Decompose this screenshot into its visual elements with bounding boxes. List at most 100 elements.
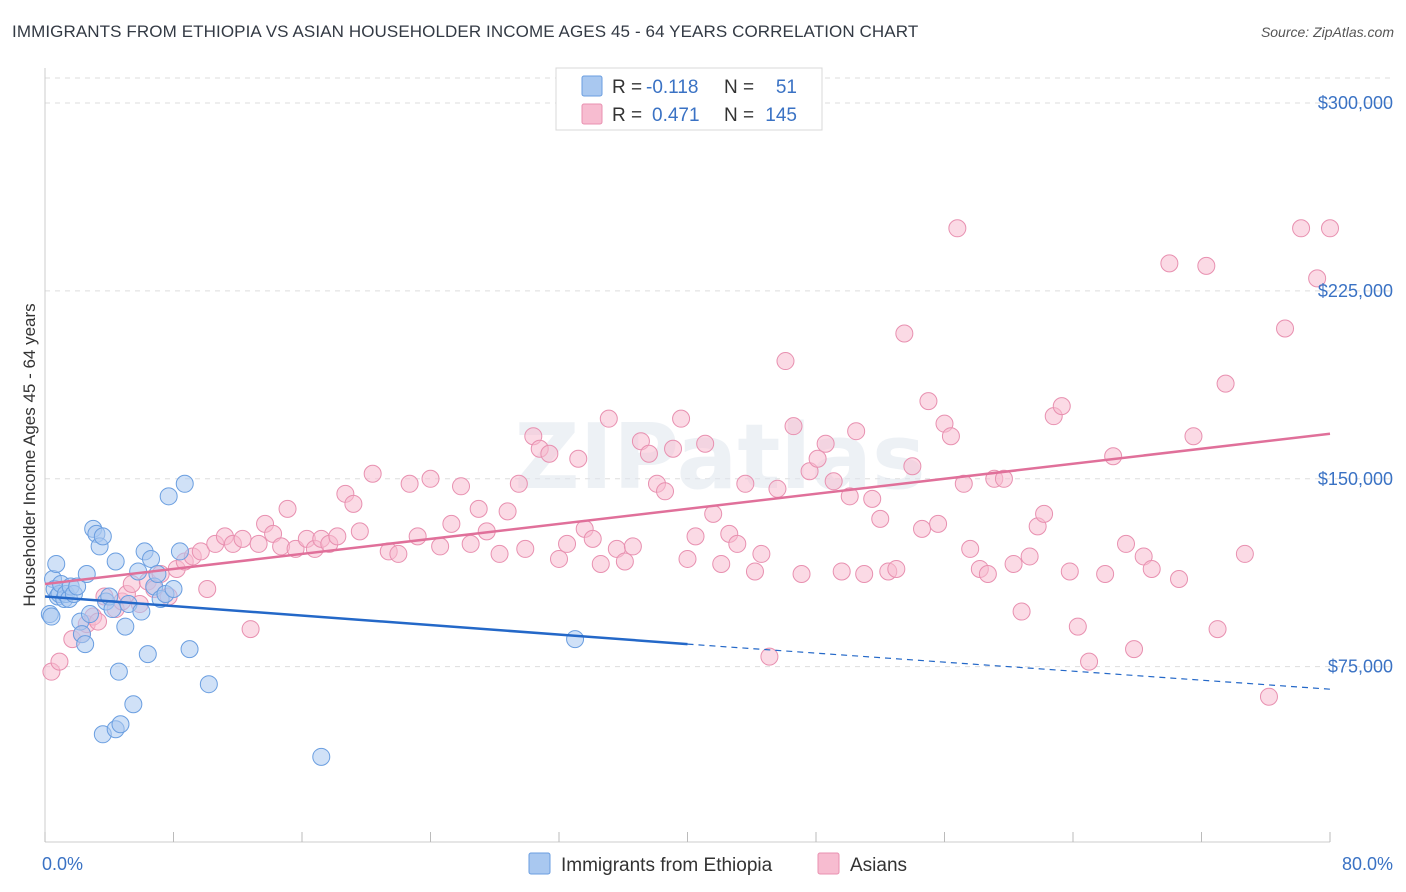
asians-point [400,474,419,493]
ethiopia-point [164,580,183,599]
asians-point [855,564,874,583]
asians-point [1216,374,1235,393]
asians-point [784,417,803,436]
asians-point [389,544,408,563]
source-label: Source: ZipAtlas.com [1260,24,1394,40]
asians-point [1104,447,1123,466]
legend-item-ethiopia: Immigrants from Ethiopia [561,855,773,876]
asians-point [1160,254,1179,273]
asians-point [540,444,559,463]
asians-point [1020,547,1039,566]
legend-item-asians: Asians [850,855,907,876]
asians-point [1184,427,1203,446]
ethiopia-point [124,695,143,714]
asians-point [760,647,779,666]
asians-point [1208,620,1227,639]
ethiopia-point [109,662,128,681]
asians-point [452,477,471,496]
asians-point [847,422,866,441]
asians-point [1012,602,1031,621]
ethiopia-point [68,577,87,596]
asians-point [887,559,906,578]
legend-swatch-asians [817,852,840,875]
ethiopia-point [80,605,99,624]
ethiopia-point [42,607,61,626]
asians-point [672,409,691,428]
asians-point [871,509,890,528]
asians-point [824,472,843,491]
asians-point [1276,319,1295,338]
asians-point [840,487,859,506]
asians-point [350,522,369,541]
ethiopia-point [111,715,130,734]
y-tick-label: $150,000 [1318,469,1393,489]
y-tick-labels: $75,000 $150,000 $225,000 $300,000 [1318,93,1393,677]
y-tick-label: $75,000 [1328,657,1393,677]
x-tick-label-max: 80.0% [1342,854,1393,874]
asians-point [278,499,297,518]
ethiopia-trend-line [44,595,688,646]
asians-point [583,529,602,548]
asians-point [895,324,914,343]
asians-point [1308,269,1327,288]
asians-point [1142,559,1161,578]
asians-point [808,449,827,468]
asians-point [198,580,217,599]
ethiopia-point [199,675,218,694]
asians-point [421,469,440,488]
asians-point [509,474,528,493]
axes [44,68,1331,843]
ethiopia-trend-extension [687,643,1331,690]
asians-point [696,434,715,453]
asians-point [431,537,450,556]
trend-lines [44,432,1331,690]
asians-point [961,539,980,558]
asians-point [792,564,811,583]
ethiopia-point [566,630,585,649]
asians-point [1096,564,1115,583]
ethiopia-point [170,542,189,561]
asians-point [469,499,488,518]
legend-swatch-blue [581,75,603,97]
asians-point [1060,562,1079,581]
asians-point [678,549,697,568]
legend-n-value: 51 [776,77,797,98]
asians-point [328,527,347,546]
asians-point [233,529,252,548]
asians-point [498,502,517,521]
asians-point [558,534,577,553]
asians-point [948,219,967,238]
asians-points [42,219,1339,706]
series-legend: Immigrants from Ethiopia Asians [528,852,907,876]
asians-point [1052,397,1071,416]
asians-point [1068,617,1087,636]
asians-point [569,449,588,468]
asians-point [994,469,1013,488]
asians-point [816,434,835,453]
ethiopia-point [175,474,194,493]
legend-r-value: 0.471 [652,105,700,126]
ethiopia-points [40,474,585,766]
asians-point [1004,554,1023,573]
asians-trend-line [44,432,1331,586]
asians-point [704,504,723,523]
asians-point [50,652,69,671]
ethiopia-point [76,635,95,654]
asians-point [913,519,932,538]
asians-point [191,542,210,561]
asians-point [516,539,535,558]
asians-point [344,494,363,513]
legend-swatch-ethiopia [528,852,551,875]
asians-point [776,352,795,371]
legend-r-value: -0.118 [646,77,698,98]
asians-point [241,620,260,639]
legend-n-label: N = [724,105,754,126]
ethiopia-point [180,640,199,659]
ethiopia-point [312,747,331,766]
legend-swatch-pink [581,103,603,125]
asians-point [903,457,922,476]
ethiopia-point [138,645,157,664]
asians-point [978,564,997,583]
asians-point [1170,569,1189,588]
